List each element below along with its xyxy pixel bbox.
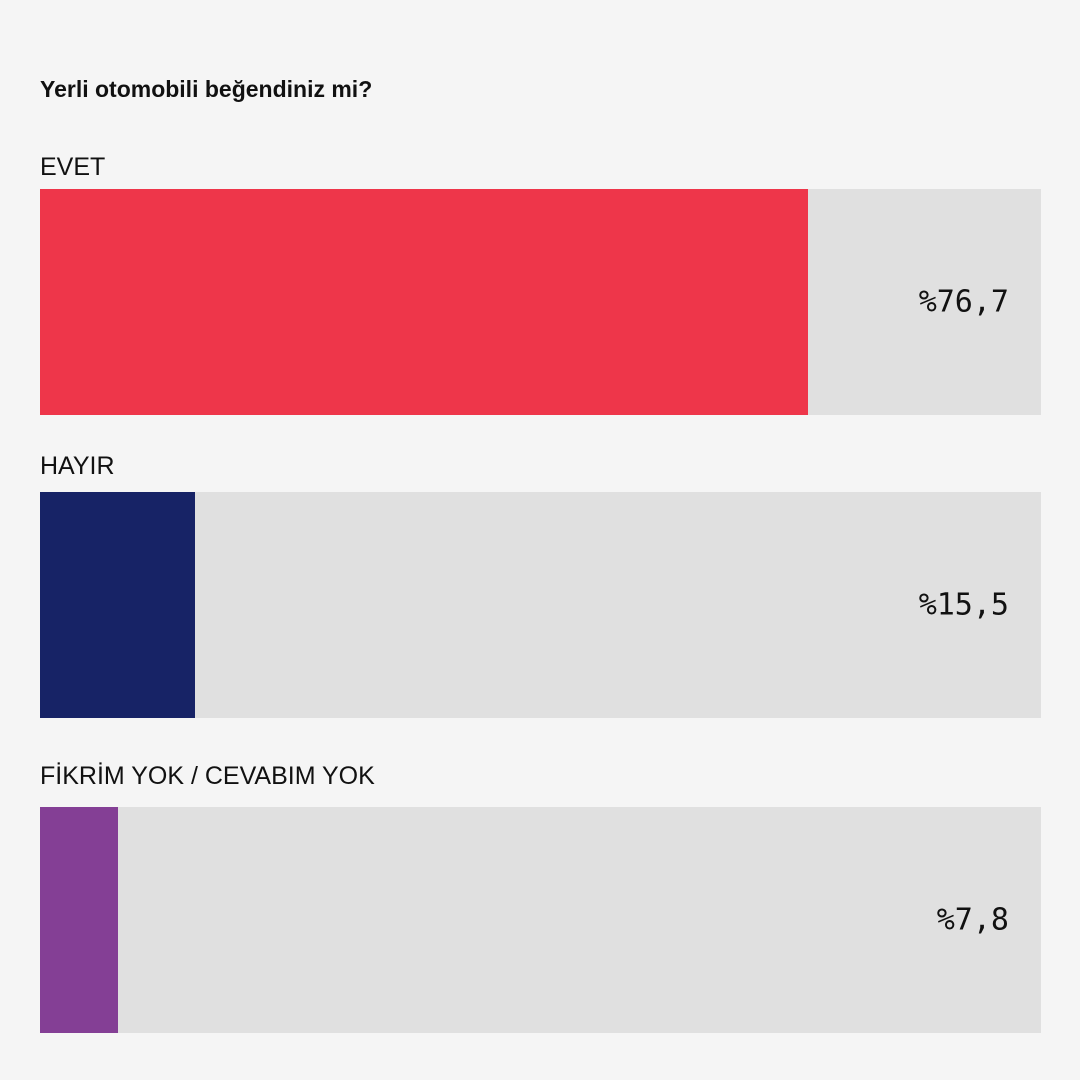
bar-track-evet: %76,7: [40, 189, 1041, 415]
bar-label-hayir: HAYIR: [40, 452, 115, 480]
chart-title: Yerli otomobili beğendiniz mi?: [40, 76, 373, 102]
bar-value-hayir: %15,5: [918, 587, 1009, 623]
bar-label-fikrim-yok: FİKRİM YOK / CEVABIM YOK: [40, 762, 375, 790]
bar-label-evet: EVET: [40, 153, 106, 181]
bar-fill-evet: [40, 189, 808, 415]
bar-value-fikrim-yok: %7,8: [936, 902, 1009, 938]
bar-track-fikrim-yok: %7,8: [40, 807, 1041, 1033]
bar-fill-fikrim-yok: [40, 807, 119, 1033]
bar-track-hayir: %15,5: [40, 492, 1041, 718]
bar-fill-hayir: [40, 492, 196, 718]
bar-value-evet: %76,7: [918, 284, 1009, 320]
